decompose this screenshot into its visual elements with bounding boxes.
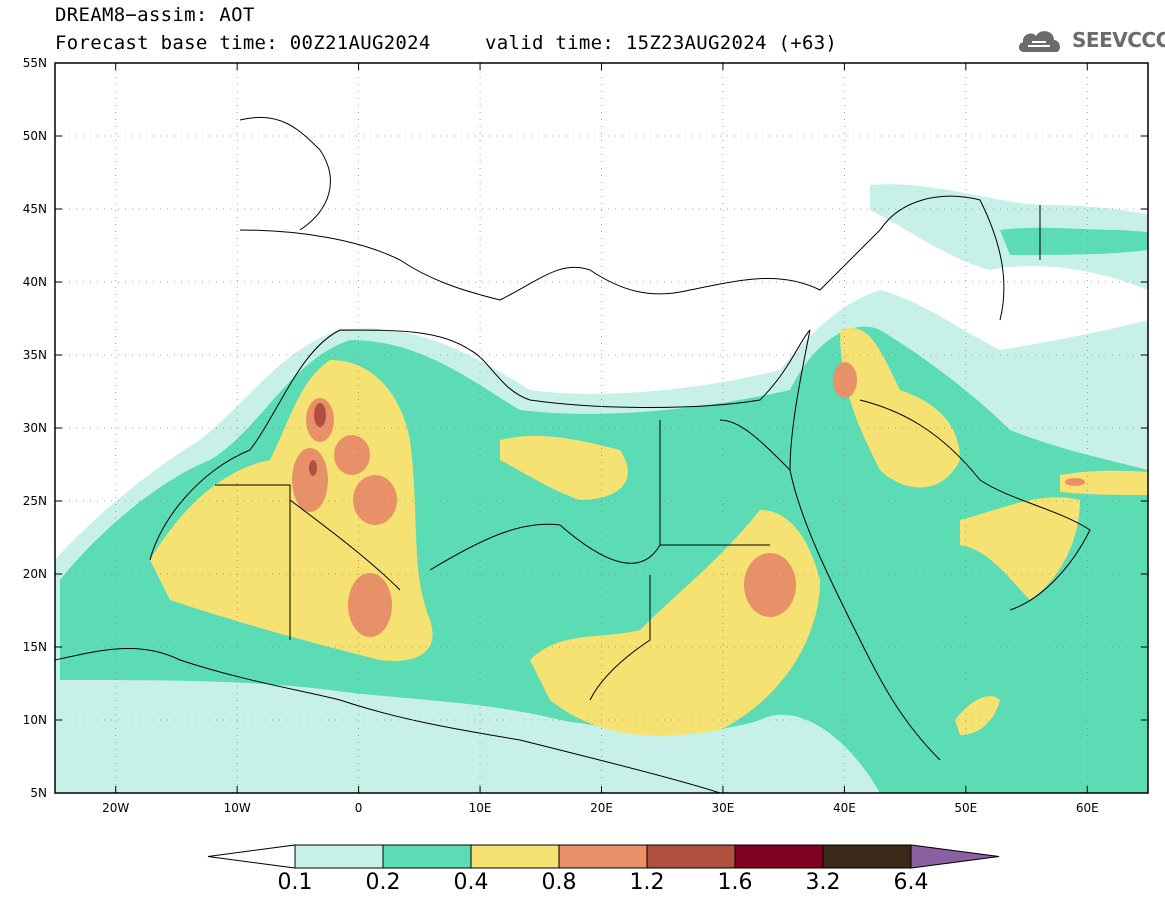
colorbar [207, 844, 1000, 869]
colorbar-label: 6.4 [893, 870, 929, 895]
aot-field [55, 184, 1148, 793]
colorbar-label: 1.6 [717, 870, 753, 895]
lat-tick-label: 40N [23, 275, 47, 289]
aot-contour-0.4 [840, 328, 960, 488]
lon-tick-label: 60E [1076, 801, 1099, 815]
lat-tick-label: 55N [23, 56, 47, 70]
valid-time: valid time: 15Z23AUG2024 (+63) [485, 32, 838, 54]
aot-contour-0.4 [955, 696, 1000, 735]
lon-tick-label: 10E [469, 801, 492, 815]
lat-tick-label: 15N [23, 640, 47, 654]
lat-tick-label: 20N [23, 567, 47, 581]
aot-contour-0.2 [1000, 227, 1148, 255]
aot-contour-0.4 [1060, 470, 1148, 495]
lon-tick-label: 10W [224, 801, 251, 815]
colorbar-swatch [646, 844, 736, 869]
lon-tick-label: 30E [712, 801, 735, 815]
colorbar-swatch [470, 844, 560, 869]
colorbar-over-arrow [910, 844, 1000, 869]
colorbar-label: 1.2 [629, 870, 665, 895]
aot-contour-0.8 [334, 435, 370, 475]
lat-tick-label: 25N [23, 494, 47, 508]
colorbar-swatch [734, 844, 824, 869]
base-time: Forecast base time: 00Z21AUG2024 [55, 32, 431, 54]
coastlines [55, 116, 1091, 793]
colorbar-swatch [294, 844, 384, 869]
aot-contour-0.8 [348, 573, 392, 637]
colorbar-label: 3.2 [805, 870, 841, 895]
lon-tick-label: 50E [954, 801, 977, 815]
aot-contour-1.2 [314, 403, 326, 427]
lon-tick-label: 40E [833, 801, 856, 815]
lat-tick-label: 30N [23, 421, 47, 435]
lat-tick-label: 10N [23, 713, 47, 727]
lon-tick-label: 0 [355, 801, 363, 815]
aot-contour-0.8 [292, 448, 328, 512]
aot-contour-0.4 [500, 435, 628, 500]
aot-contour-0.8 [1065, 478, 1085, 486]
lat-tick-label: 45N [23, 202, 47, 216]
colorbar-under-arrow [207, 844, 296, 869]
lat-tick-label: 35N [23, 348, 47, 362]
colorbar-label: 0.4 [453, 870, 489, 895]
lon-tick-label: 20E [590, 801, 613, 815]
colorbar-label: 0.1 [277, 870, 313, 895]
forecast-times: Forecast base time: 00Z21AUG2024 valid ti… [55, 32, 837, 54]
logo [1018, 31, 1060, 52]
aot-contour-0.4 [530, 510, 820, 736]
map-title: DREAM8−assim: AOT [55, 4, 255, 26]
lat-tick-label: 5N [30, 786, 47, 800]
colorbar-swatch [382, 844, 472, 869]
logo-text: SEEVCCC [1072, 28, 1165, 52]
colorbar-label: 0.2 [365, 870, 401, 895]
colorbar-swatch [558, 844, 648, 869]
colorbar-swatch [822, 844, 912, 869]
lon-tick-label: 20W [102, 801, 129, 815]
cloud-icon [1018, 31, 1060, 52]
aot-contour-0.8 [833, 362, 857, 398]
map-grid [55, 62, 1148, 794]
aot-contour-1.2 [309, 460, 317, 476]
colorbar-label: 0.8 [541, 870, 577, 895]
lat-tick-label: 50N [23, 129, 47, 143]
map-ticks: 20W 10W 0 10E 20E 30E 40E 50E 60E 55N 50N 45N 40N 35N… [23, 56, 1148, 815]
aot-contour-0.8 [353, 475, 397, 525]
aot-contour-0.8 [744, 553, 796, 617]
